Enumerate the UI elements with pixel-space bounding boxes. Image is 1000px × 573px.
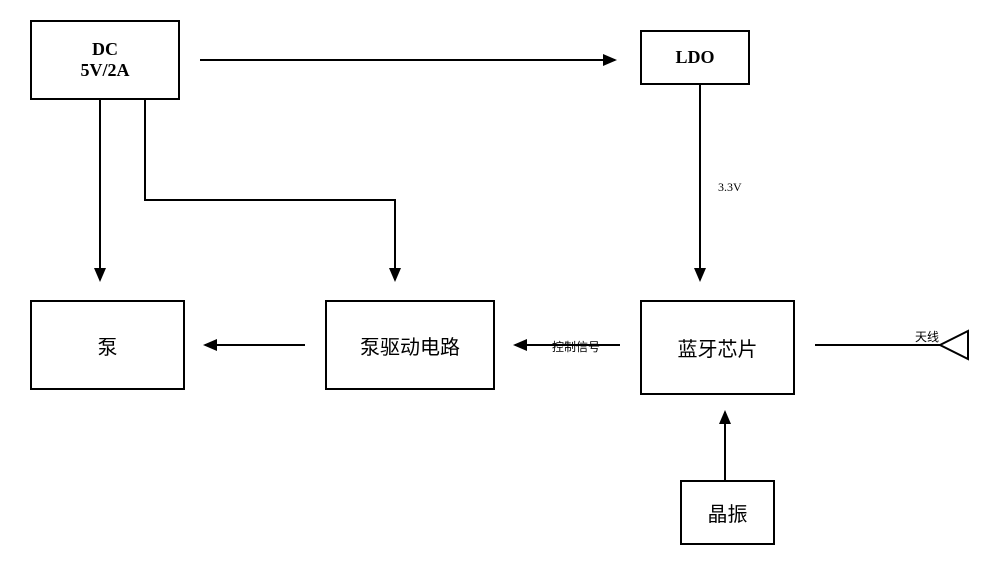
ldo-bt-edge-label: 3.3V <box>718 180 742 195</box>
antenna-edge-label: 天线 <box>915 328 939 345</box>
antenna-icon <box>940 331 968 359</box>
crystal-oscillator-label: 晶振 <box>708 498 748 527</box>
crystal-oscillator-block: 晶振 <box>680 480 775 545</box>
ldo-block: LDO <box>640 30 750 85</box>
arrow-dc-to-driver <box>145 100 395 280</box>
bluetooth-chip-block: 蓝牙芯片 <box>640 300 795 395</box>
pump-driver-label: 泵驱动电路 <box>360 331 460 360</box>
ldo-label: LDO <box>675 47 714 68</box>
bt-driver-edge-label: 控制信号 <box>552 338 600 355</box>
dc-power-block: DC 5V/2A <box>30 20 180 100</box>
bluetooth-chip-label: 蓝牙芯片 <box>678 333 758 362</box>
pump-label: 泵 <box>98 331 118 360</box>
dc-power-label: DC 5V/2A <box>81 39 130 81</box>
pump-block: 泵 <box>30 300 185 390</box>
pump-driver-block: 泵驱动电路 <box>325 300 495 390</box>
